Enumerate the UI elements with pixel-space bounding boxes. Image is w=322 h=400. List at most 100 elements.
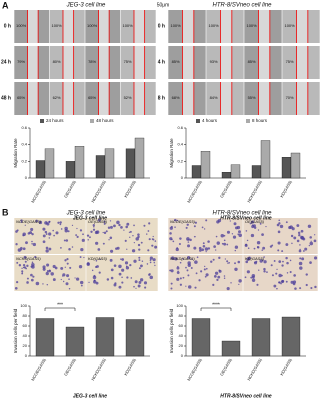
cell bbox=[152, 235, 154, 238]
cell bbox=[103, 220, 106, 223]
cell bbox=[310, 240, 312, 242]
cell bbox=[304, 247, 308, 251]
cell bbox=[293, 236, 297, 240]
cell bbox=[229, 220, 231, 222]
cell bbox=[52, 229, 54, 232]
cell bbox=[83, 256, 85, 259]
cell bbox=[151, 244, 154, 247]
cell bbox=[129, 230, 132, 233]
cell bbox=[102, 242, 105, 245]
cell bbox=[265, 225, 267, 228]
x-tick-label: NCKD(GAS5) bbox=[90, 179, 107, 203]
cell bbox=[175, 247, 179, 252]
cell bbox=[146, 233, 148, 235]
cell bbox=[25, 241, 28, 245]
cell bbox=[290, 280, 294, 284]
cell bbox=[139, 278, 144, 282]
cell bbox=[234, 245, 239, 249]
wound-area bbox=[27, 82, 39, 115]
bar bbox=[260, 140, 271, 179]
cell bbox=[18, 264, 22, 267]
cell bbox=[22, 234, 25, 237]
wound-area bbox=[296, 10, 308, 43]
cell bbox=[118, 223, 121, 227]
cell bbox=[207, 240, 210, 243]
significance: *** bbox=[57, 302, 63, 308]
cell bbox=[121, 281, 124, 284]
x-tick-label: NCOE(GAS5) bbox=[30, 179, 47, 204]
wound-percent: 100% bbox=[51, 23, 62, 28]
cell bbox=[234, 249, 237, 252]
cell bbox=[289, 225, 293, 229]
cell bbox=[293, 274, 296, 277]
x-tick-label: OE(GAS5) bbox=[63, 179, 77, 199]
cell-line-title: HTR-8/SVneo cell line bbox=[212, 211, 272, 217]
legend-swatch bbox=[246, 119, 250, 123]
cell bbox=[172, 240, 175, 243]
y-tick-label: 20 bbox=[179, 343, 184, 348]
cell bbox=[147, 230, 150, 232]
cell bbox=[63, 239, 66, 242]
cell bbox=[299, 266, 303, 270]
cell bbox=[52, 278, 56, 282]
cell bbox=[93, 225, 95, 228]
chart-title: JEG-3 cell line bbox=[73, 393, 107, 399]
cell bbox=[185, 226, 188, 229]
cell bbox=[245, 260, 249, 264]
cell bbox=[212, 258, 215, 261]
wound-percent: 65% bbox=[17, 95, 25, 100]
cell bbox=[81, 238, 85, 242]
cell bbox=[223, 277, 226, 279]
cell bbox=[106, 278, 110, 281]
cell bbox=[138, 256, 141, 259]
wound-area bbox=[133, 10, 145, 43]
cell bbox=[68, 248, 71, 251]
cell bbox=[279, 224, 284, 229]
cell bbox=[24, 260, 27, 263]
cell bbox=[17, 248, 22, 252]
panel-label: B bbox=[2, 207, 9, 217]
cell-line-title: HTR-8/SVneo cell line bbox=[212, 3, 272, 9]
wound-area bbox=[258, 46, 270, 79]
bar bbox=[191, 318, 211, 357]
cell bbox=[68, 287, 71, 290]
cell bbox=[200, 270, 203, 273]
cell bbox=[153, 261, 156, 264]
cell bbox=[32, 242, 37, 247]
legend-label: 4 hours bbox=[202, 118, 218, 123]
cell bbox=[30, 273, 33, 277]
cell-line-title: JEG-3 cell line bbox=[66, 211, 106, 217]
cell bbox=[215, 235, 218, 238]
cell bbox=[276, 268, 278, 270]
cell bbox=[46, 283, 49, 286]
cell bbox=[253, 261, 258, 265]
x-tick-label: OE(GAS5) bbox=[219, 357, 233, 377]
cell bbox=[212, 283, 215, 287]
cell bbox=[273, 260, 276, 262]
cell bbox=[261, 249, 264, 251]
cell bbox=[22, 247, 26, 251]
cell bbox=[92, 228, 96, 231]
cell bbox=[53, 234, 55, 237]
cell bbox=[54, 266, 58, 270]
cell bbox=[138, 267, 141, 270]
cell bbox=[50, 272, 54, 276]
cell bbox=[214, 271, 219, 275]
cell bbox=[230, 282, 232, 284]
wound-percent: 100% bbox=[16, 23, 27, 28]
cell bbox=[42, 240, 46, 244]
cell bbox=[31, 232, 34, 236]
cell bbox=[75, 234, 78, 236]
cell bbox=[194, 221, 197, 224]
legend-swatch bbox=[90, 119, 94, 123]
cell bbox=[193, 225, 196, 228]
cell bbox=[281, 264, 284, 267]
legend-swatch bbox=[40, 119, 44, 123]
cell bbox=[244, 243, 248, 247]
cell bbox=[87, 239, 89, 241]
cell bbox=[213, 245, 216, 248]
cell bbox=[16, 281, 19, 284]
cell bbox=[79, 256, 82, 259]
chart-title: HTR-8/SVneo cell line bbox=[220, 393, 272, 399]
